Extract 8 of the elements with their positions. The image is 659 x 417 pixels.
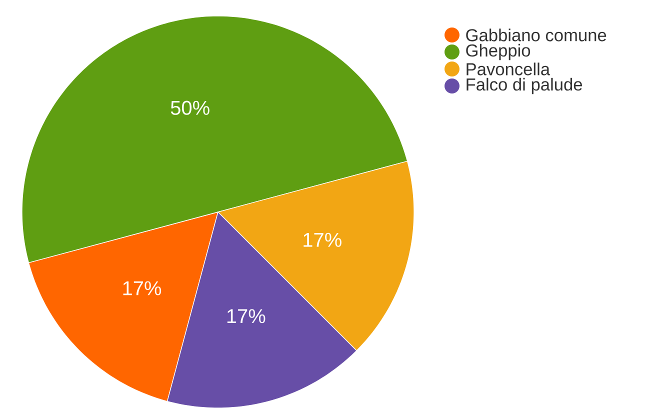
data-label: 17% (304, 232, 342, 247)
data-label: 17% (123, 281, 162, 296)
legend-label: Gabbiano comune (466, 28, 606, 42)
data-label: 50% (170, 100, 210, 115)
legend-label: Gheppio (466, 44, 530, 60)
legend-label: Falco di palude (466, 78, 582, 94)
data-label: 17% (227, 309, 266, 324)
legend-label: Pavoncella (466, 62, 550, 76)
